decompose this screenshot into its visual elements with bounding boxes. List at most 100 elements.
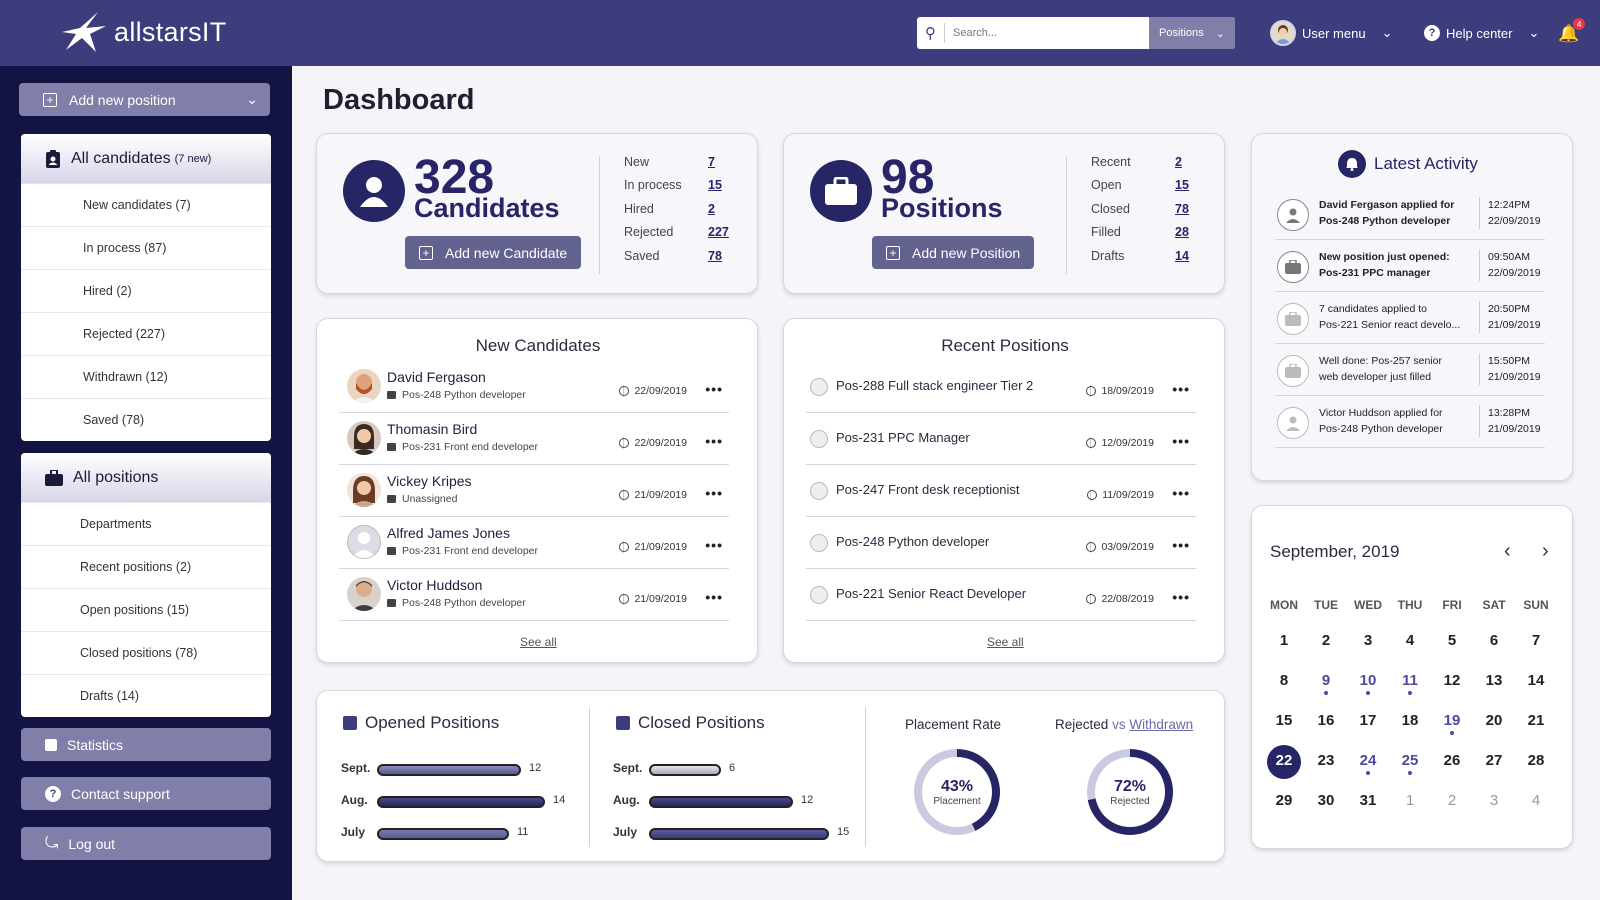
list-item[interactable]: Pos-221 Senior React Developer 22/08/201… [806, 569, 1196, 621]
stat-open[interactable]: Open 15 [1091, 174, 1189, 198]
calendar-day[interactable]: 11 [1390, 672, 1430, 695]
all-candidates-header[interactable]: All candidates (7 new) [21, 134, 271, 183]
calendar-day[interactable]: 1 [1390, 792, 1430, 809]
add-new-position-button[interactable]: + Add new position ⌄ [19, 83, 270, 116]
bar[interactable] [649, 764, 721, 776]
more-options-icon[interactable]: ••• [705, 381, 723, 397]
calendar-day[interactable]: 7 [1516, 632, 1556, 649]
calendar-day[interactable]: 2 [1306, 632, 1346, 649]
calendar-day[interactable]: 31 [1348, 792, 1388, 809]
table-row[interactable]: Victor Huddson Pos-248 Python developer … [339, 569, 729, 621]
calendar-day[interactable]: 12 [1432, 672, 1472, 689]
stat-in-process[interactable]: In process 15 [624, 174, 729, 198]
calendar-day[interactable]: 19 [1432, 712, 1472, 735]
calendar-day[interactable]: 1 [1264, 632, 1304, 649]
calendar-day[interactable]: 27 [1474, 752, 1514, 769]
calendar-day[interactable]: 30 [1306, 792, 1346, 809]
more-options-icon[interactable]: ••• [1172, 589, 1190, 605]
more-options-icon[interactable]: ••• [1172, 485, 1190, 501]
all-positions-header[interactable]: All positions [21, 453, 271, 502]
stat-new[interactable]: New 7 [624, 150, 729, 174]
calendar-day[interactable]: 17 [1348, 712, 1388, 729]
calendar-day[interactable]: 24 [1348, 752, 1388, 775]
calendar-day[interactable]: 20 [1474, 712, 1514, 729]
stat-saved[interactable]: Saved 78 [624, 244, 729, 268]
calendar-day[interactable]: 18 [1390, 712, 1430, 729]
activity-item[interactable]: Victor Huddson applied for Pos-248 Python… [1275, 397, 1545, 448]
bar[interactable] [649, 796, 793, 808]
calendar-day[interactable]: 15 [1264, 712, 1304, 729]
bar[interactable] [649, 828, 829, 840]
bar[interactable] [377, 764, 521, 776]
search-input[interactable] [945, 17, 1149, 49]
calendar-day[interactable]: 14 [1516, 672, 1556, 689]
user-menu[interactable]: User menu ⌄ [1270, 20, 1392, 46]
table-row[interactable]: Vickey Kripes Unassigned 21/09/2019 ••• [339, 465, 729, 517]
bar[interactable] [377, 796, 545, 808]
calendar-day[interactable]: 10 [1348, 672, 1388, 695]
list-item[interactable]: Pos-231 PPC Manager 12/09/2019 ••• [806, 413, 1196, 465]
logo[interactable]: allstarsIT [60, 10, 227, 54]
activity-item[interactable]: New position just opened: Pos-231 PPC man… [1275, 241, 1545, 292]
bar[interactable] [377, 828, 509, 840]
more-options-icon[interactable]: ••• [1172, 381, 1190, 397]
calendar-day[interactable]: 26 [1432, 752, 1472, 769]
sidebar-item-new-candidates[interactable]: New candidates (7) [21, 183, 271, 226]
list-item[interactable]: Pos-247 Front desk receptionist 11/09/20… [806, 465, 1196, 517]
search-scope-select[interactable]: Positions ⌄ [1149, 17, 1235, 49]
stat-recent[interactable]: Recent 2 [1091, 150, 1189, 174]
calendar-day[interactable]: 3 [1348, 632, 1388, 649]
activity-item[interactable]: 7 candidates applied to Pos-221 Senior re… [1275, 293, 1545, 344]
list-item[interactable]: Pos-248 Python developer 03/09/2019 ••• [806, 517, 1196, 569]
table-row[interactable]: Thomasin Bird Pos-231 Front end develope… [339, 413, 729, 465]
add-new-position-card-button[interactable]: + Add new Position [872, 236, 1035, 269]
stat-filled[interactable]: Filled 28 [1091, 221, 1189, 245]
more-options-icon[interactable]: ••• [1172, 433, 1190, 449]
log-out-button[interactable]: ⤿ Log out [21, 827, 271, 860]
sidebar-item-departments[interactable]: Departments [21, 502, 271, 545]
calendar-day[interactable]: 21 [1516, 712, 1556, 729]
statistics-button[interactable]: Statistics [21, 728, 271, 761]
calendar-day[interactable]: 2 [1432, 792, 1472, 809]
stat-hired[interactable]: Hired 2 [624, 197, 729, 221]
calendar-day[interactable]: 4 [1390, 632, 1430, 649]
more-options-icon[interactable]: ••• [705, 485, 723, 501]
more-options-icon[interactable]: ••• [705, 537, 723, 553]
sidebar-item-drafts[interactable]: Drafts (14) [21, 674, 271, 717]
prev-month-icon[interactable]: ‹ [1504, 540, 1511, 562]
calendar-day[interactable]: 4 [1516, 792, 1556, 809]
sidebar-item-closed-positions[interactable]: Closed positions (78) [21, 631, 271, 674]
activity-item[interactable]: Well done: Pos-257 senior web developer j… [1275, 345, 1545, 396]
more-options-icon[interactable]: ••• [705, 589, 723, 605]
sidebar-item-hired[interactable]: Hired (2) [21, 269, 271, 312]
activity-item[interactable]: David Fergason applied for Pos-248 Python… [1275, 189, 1545, 240]
calendar-day[interactable]: 28 [1516, 752, 1556, 769]
table-row[interactable]: Alfred James Jones Pos-231 Front end dev… [339, 517, 729, 569]
stat-rejected[interactable]: Rejected 227 [624, 221, 729, 245]
calendar-day[interactable]: 29 [1264, 792, 1304, 809]
more-options-icon[interactable]: ••• [1172, 537, 1190, 553]
calendar-day[interactable]: 16 [1306, 712, 1346, 729]
sidebar-item-rejected[interactable]: Rejected (227) [21, 312, 271, 355]
stat-drafts[interactable]: Drafts 14 [1091, 244, 1189, 268]
sidebar-item-withdrawn[interactable]: Withdrawn (12) [21, 355, 271, 398]
search-icon[interactable]: ⚲ [917, 23, 945, 43]
sidebar-item-in-process[interactable]: In process (87) [21, 226, 271, 269]
next-month-icon[interactable]: › [1542, 540, 1549, 562]
table-row[interactable]: David Fergason Pos-248 Python developer … [339, 361, 729, 413]
add-new-candidate-button[interactable]: + Add new Candidate [405, 236, 582, 269]
calendar-day[interactable]: 22 [1264, 752, 1304, 769]
see-all-candidates-link[interactable]: See all [520, 635, 557, 649]
calendar-day[interactable]: 13 [1474, 672, 1514, 689]
list-item[interactable]: Pos-288 Full stack engineer Tier 2 18/09… [806, 361, 1196, 413]
calendar-day[interactable]: 3 [1474, 792, 1514, 809]
see-all-positions-link[interactable]: See all [987, 635, 1024, 649]
calendar-day[interactable]: 9 [1306, 672, 1346, 695]
sidebar-item-open-positions[interactable]: Open positions (15) [21, 588, 271, 631]
sidebar-item-saved[interactable]: Saved (78) [21, 398, 271, 441]
calendar-day[interactable]: 6 [1474, 632, 1514, 649]
more-options-icon[interactable]: ••• [705, 433, 723, 449]
sidebar-item-recent-positions[interactable]: Recent positions (2) [21, 545, 271, 588]
stat-closed[interactable]: Closed 78 [1091, 197, 1189, 221]
contact-support-button[interactable]: ? Contact support [21, 777, 271, 810]
